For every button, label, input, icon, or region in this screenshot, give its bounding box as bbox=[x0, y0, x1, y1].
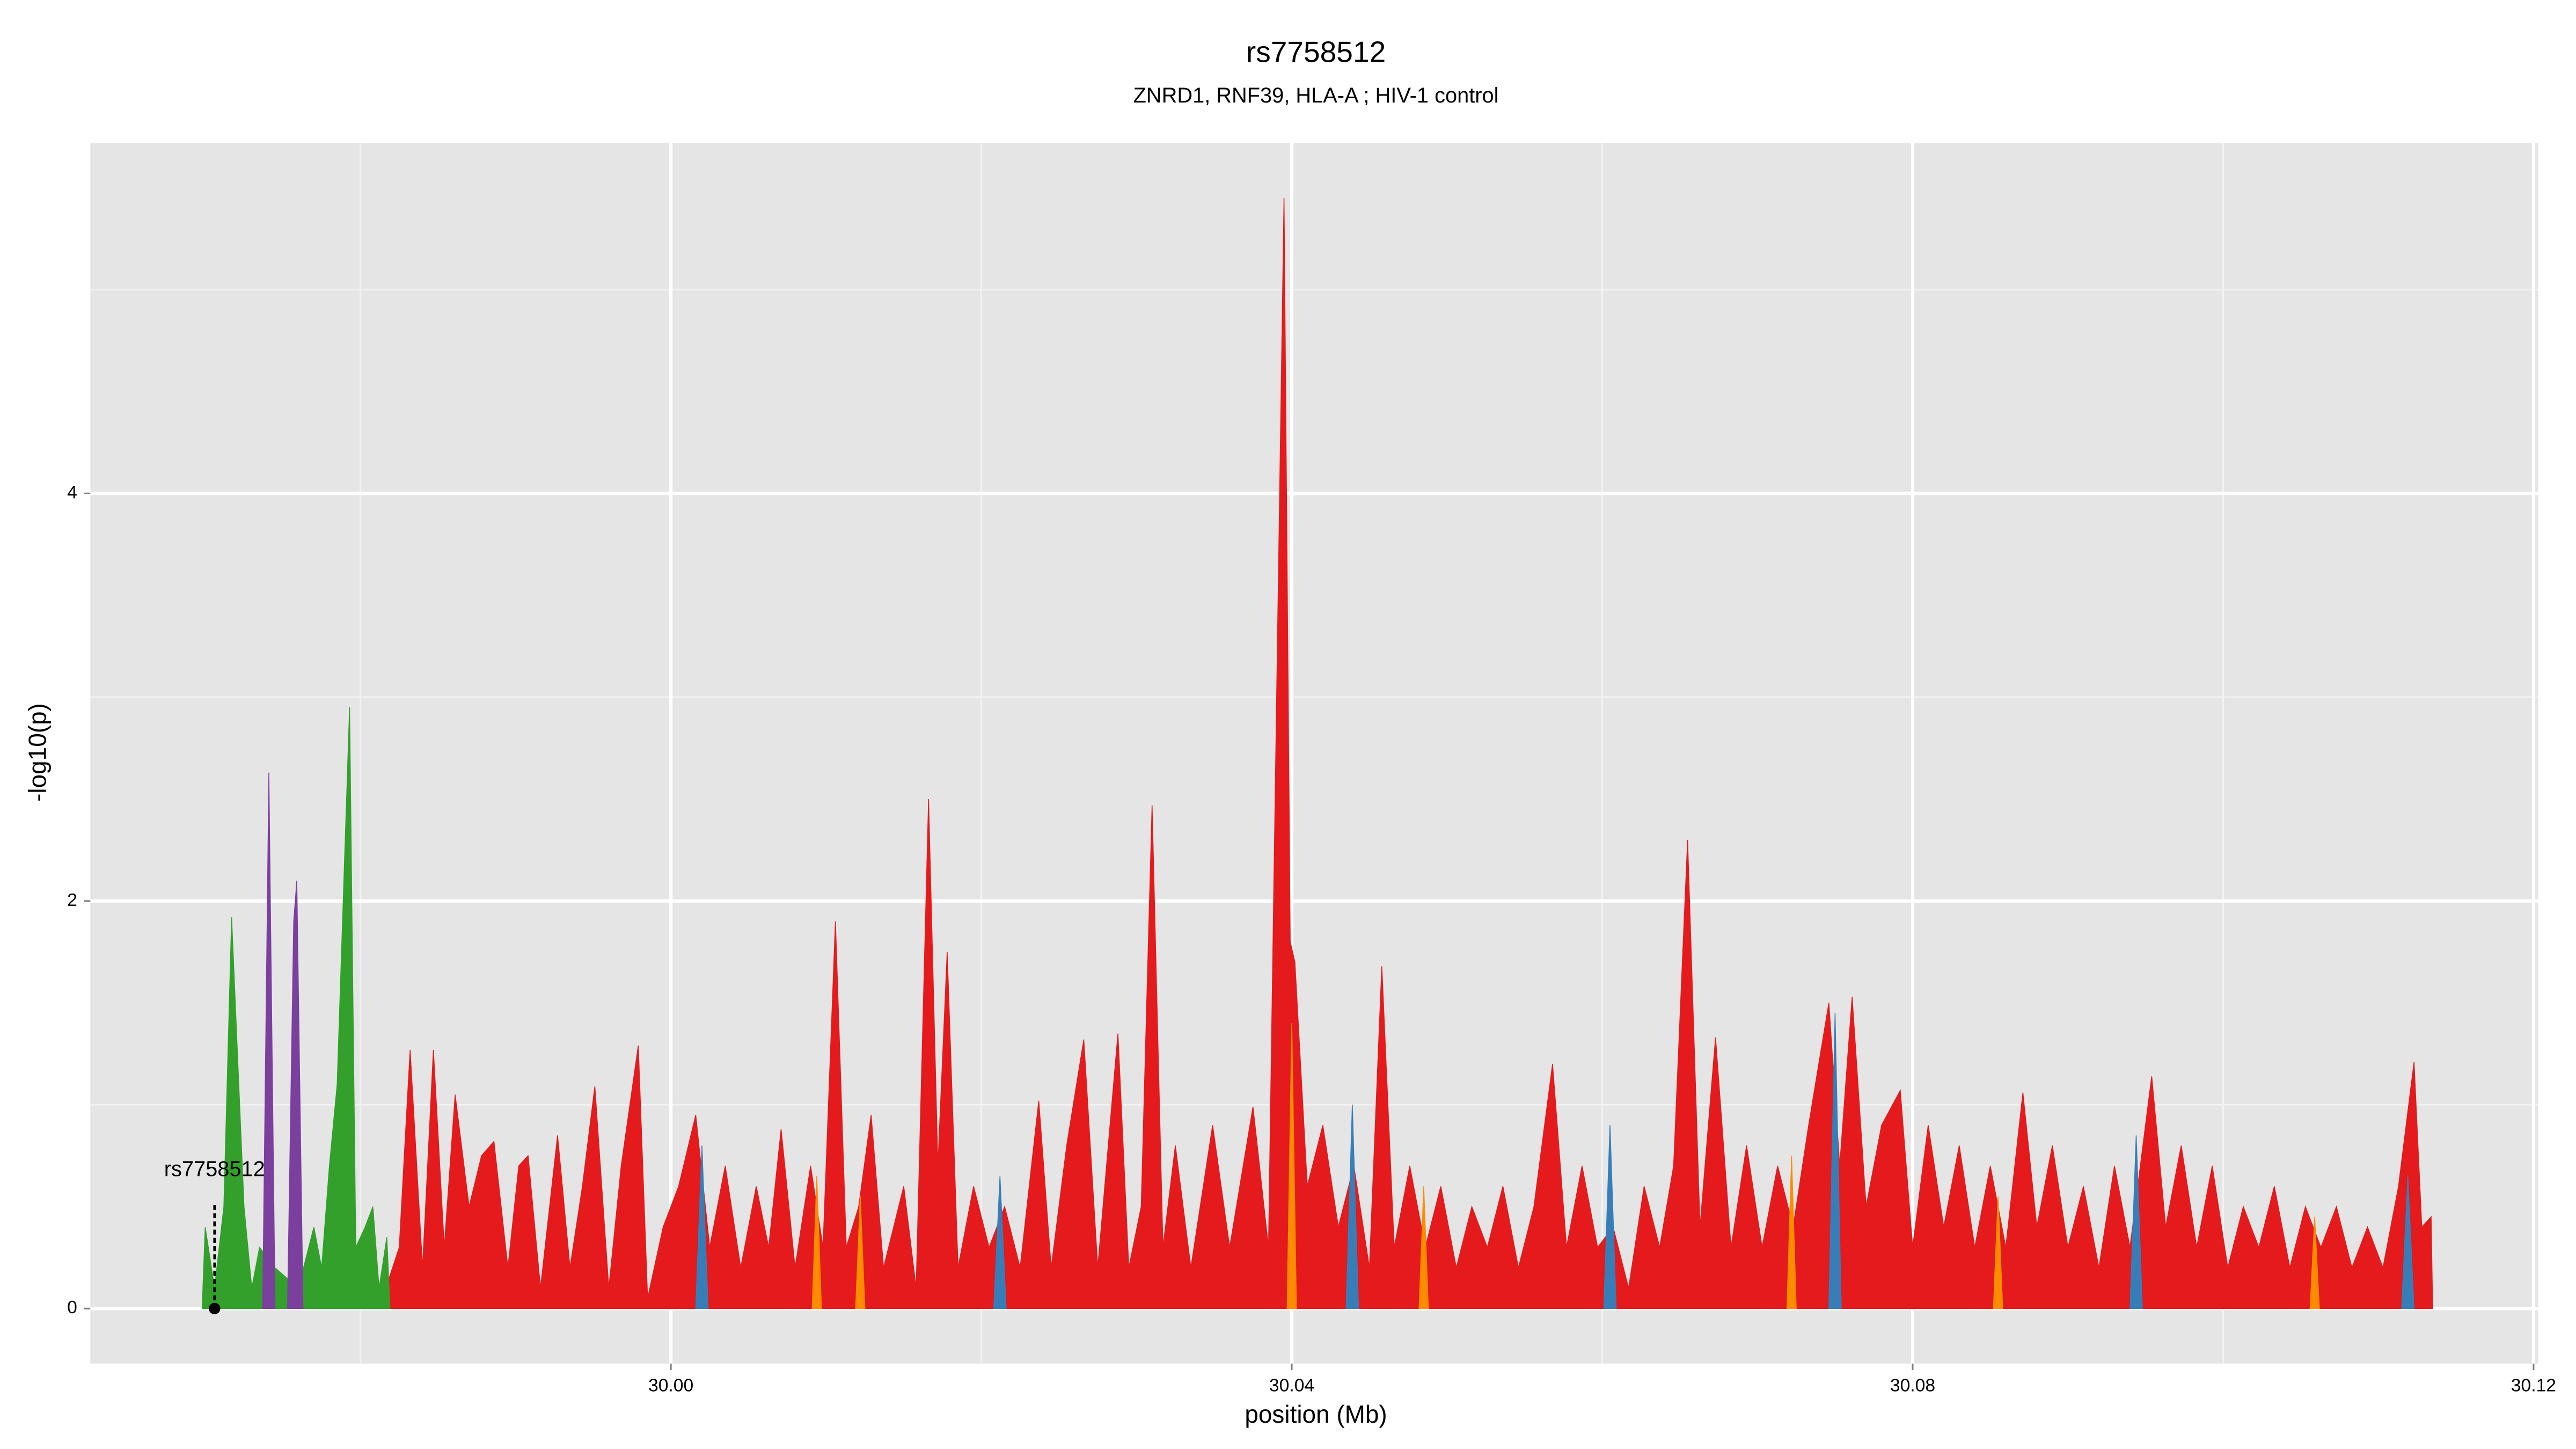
area bbox=[201, 707, 391, 1309]
y-tick-label: 0 bbox=[67, 1298, 77, 1318]
chart-title: rs7758512 bbox=[1246, 35, 1386, 69]
area bbox=[262, 772, 304, 1309]
highlight-label: rs7758512 bbox=[164, 1158, 265, 1181]
area bbox=[811, 1023, 2320, 1309]
x-tick-label: 30.00 bbox=[648, 1376, 693, 1396]
x-tick-label: 30.12 bbox=[2511, 1376, 2556, 1396]
x-tick-label: 30.08 bbox=[1890, 1376, 1935, 1396]
highlight-point bbox=[209, 1302, 221, 1315]
chart-subtitle: ZNRD1, RNF39, HLA-A ; HIV-1 control bbox=[1133, 84, 1499, 107]
area bbox=[378, 197, 2433, 1309]
y-tick-label: 2 bbox=[67, 890, 77, 910]
y-axis-label: -log10(p) bbox=[24, 703, 52, 802]
x-tick-label: 30.04 bbox=[1269, 1376, 1314, 1396]
area bbox=[695, 1013, 2414, 1309]
y-tick-label: 4 bbox=[67, 482, 77, 502]
x-axis-label: position (Mb) bbox=[1245, 1400, 1387, 1428]
